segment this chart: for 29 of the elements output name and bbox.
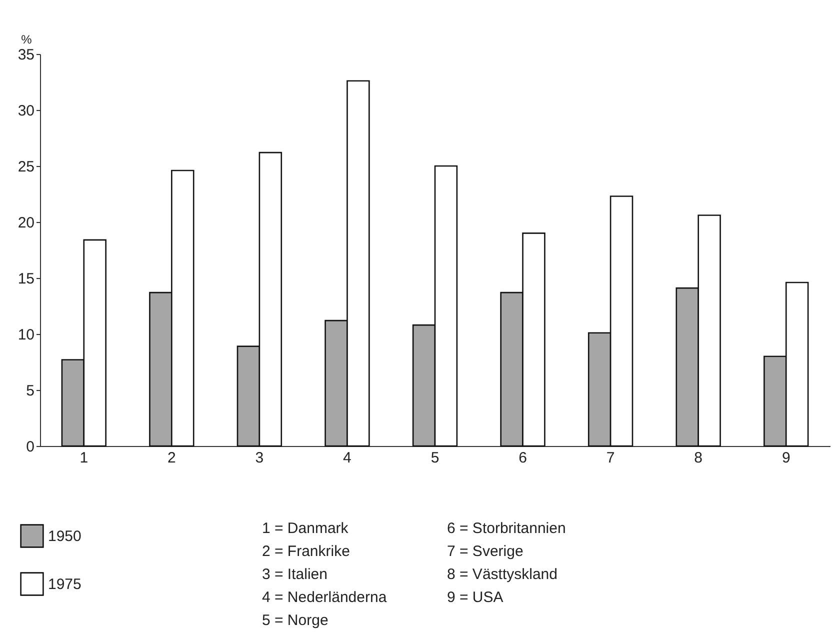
legend-label: 1950 (48, 528, 82, 545)
text: 5 = Norge (262, 612, 330, 631)
x-tick-label: 6 (518, 450, 527, 466)
text: 6 = Storbritannien (447, 520, 567, 539)
y-tick-label: 10 (18, 326, 34, 344)
y-tick-label: 5 (26, 382, 34, 400)
text: 3 = Italien (262, 566, 328, 585)
x-tick-label: 7 (606, 450, 615, 466)
x-tick-label: 5 (430, 450, 440, 466)
y-tick-label: 0 (26, 438, 34, 456)
y-tick-label: 15 (18, 270, 34, 288)
y-tick-label: 25 (18, 158, 34, 176)
text: 4 = Nederländerna (262, 589, 388, 608)
x-tick-label: 4 (343, 450, 352, 466)
text: 2 = Frankrike (262, 543, 351, 562)
x-tick-label: 3 (255, 450, 264, 466)
text: 9 = USA (447, 589, 504, 608)
x-tick-label: 8 (694, 450, 703, 466)
y-tick-label: 30 (18, 102, 34, 120)
text: 7 = Sverige (447, 543, 524, 562)
y-tick-label: 35 (18, 46, 34, 64)
x-tick-label: 1 (80, 450, 88, 466)
x-tick-label: 2 (167, 450, 176, 466)
text: 8 = Västtyskland (447, 566, 558, 585)
y-axis-title: % (21, 32, 32, 46)
y-tick-label: 20 (18, 214, 34, 232)
text: 1 = Danmark (262, 520, 350, 539)
x-tick-label: 9 (782, 450, 790, 466)
legend-label: 1975 (48, 576, 82, 593)
